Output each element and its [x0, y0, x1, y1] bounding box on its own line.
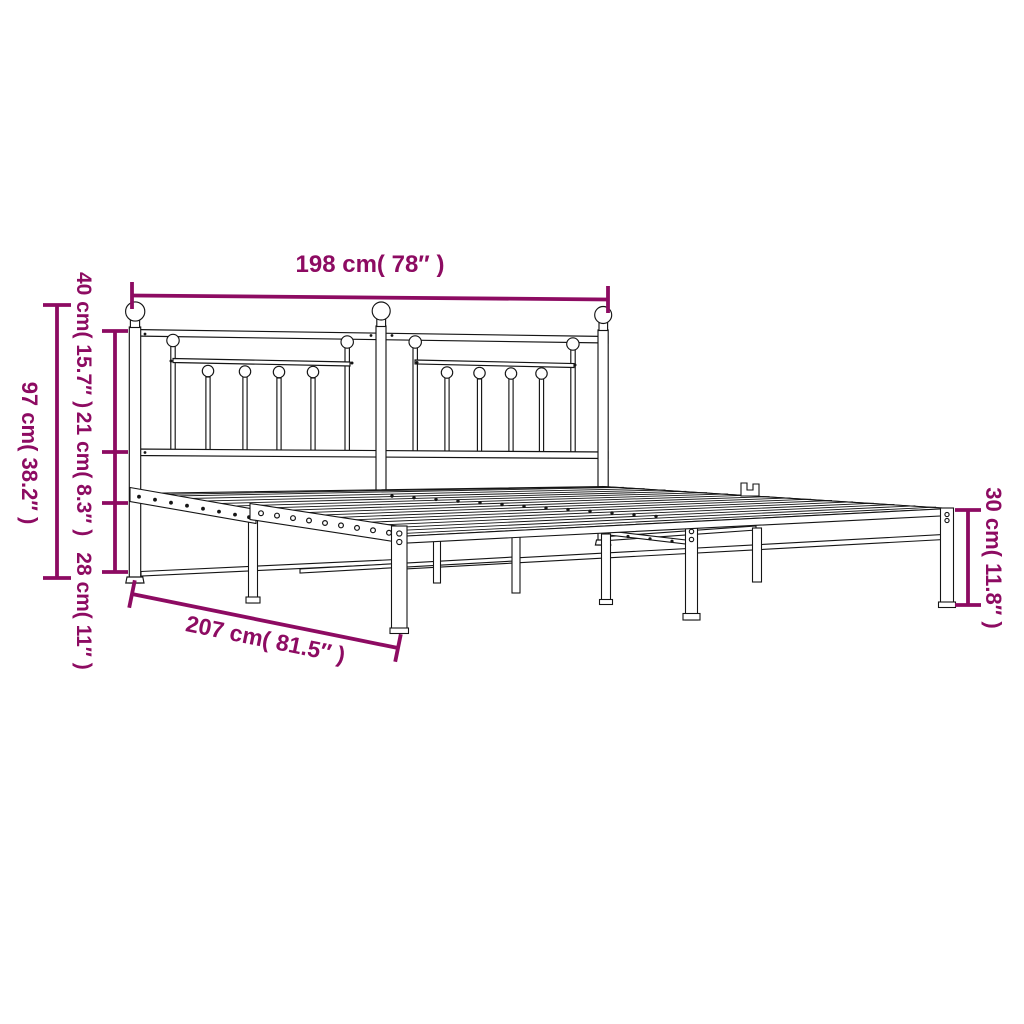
- weld-dots: [143, 332, 602, 457]
- support-leg: [751, 527, 763, 583]
- dim-length-label: 207 cm( 81.5″ ): [184, 610, 348, 668]
- baluster-ring: [340, 335, 354, 349]
- baluster-ring: [504, 367, 518, 380]
- dim-platform-height-label: 30 cm( 11.8″ ): [981, 487, 1006, 628]
- leg-foot: [598, 598, 614, 606]
- headboard-baluster: [276, 377, 282, 454]
- dim-segment-bottom-label: 28 cm( 11″ ): [72, 552, 95, 669]
- center-rail-screws: [390, 494, 658, 519]
- headboard-post-center: [375, 325, 387, 493]
- bolt: [688, 536, 695, 543]
- dim-platform-height-line: [955, 508, 981, 607]
- bolt: [944, 517, 950, 524]
- bolt: [396, 530, 403, 537]
- support-leg: [684, 520, 699, 621]
- ball-finial: [371, 301, 391, 321]
- support-leg: [600, 533, 612, 605]
- dim-width-label: 198 cm( 78″ ): [296, 251, 445, 278]
- dim-total-height-line: [43, 303, 71, 580]
- dim-total-height-label: 97 cm( 38.2″ ): [17, 382, 42, 525]
- baluster-ring: [166, 333, 180, 348]
- headboard-bottom-rail: [132, 448, 609, 460]
- side-rail-plank: [129, 486, 257, 525]
- dim-segment-top-label: 40 cm( 15.7″ ): [72, 272, 95, 408]
- dim-length-line: [127, 579, 403, 663]
- headboard-baluster: [508, 378, 514, 455]
- post-foot: [125, 576, 145, 584]
- baluster-ring: [201, 364, 215, 378]
- leg-foot: [682, 612, 701, 621]
- leg-foot: [389, 627, 410, 635]
- dim-width-line: [130, 282, 610, 313]
- headboard-baluster: [476, 378, 483, 455]
- dim-height-segments-line: [102, 329, 128, 574]
- headboard-baluster: [310, 377, 316, 454]
- support-leg: [511, 535, 521, 594]
- dim-segment-middle-label: 21 cm( 8.3″ ): [72, 412, 95, 536]
- bolt: [396, 538, 403, 546]
- headboard-baluster: [242, 376, 248, 453]
- leg-foot: [245, 596, 261, 604]
- leg-foot: [937, 601, 957, 609]
- headboard-mid-rail: [172, 357, 351, 367]
- baluster-ring: [440, 366, 454, 379]
- headboard-drawing: [125, 301, 613, 584]
- headboard-baluster: [344, 344, 350, 452]
- slats: [138, 486, 937, 535]
- bolt: [944, 511, 950, 518]
- baluster-ring: [566, 337, 580, 351]
- dimension-annotations: 198 cm( 78″ ) 40 cm( 15.7″ ) 21 cm( 8.3″…: [17, 251, 1006, 670]
- headboard-post-left: [128, 326, 142, 584]
- headboard-baluster: [444, 377, 450, 454]
- baluster-ring: [238, 365, 252, 378]
- baluster-ring: [272, 365, 286, 379]
- headboard-mid-rail: [414, 359, 575, 369]
- headboard-baluster: [205, 376, 211, 453]
- baluster-ring: [473, 366, 486, 380]
- plank-holes: [258, 510, 393, 536]
- baluster-ring: [408, 335, 422, 349]
- beam-screws: [626, 534, 674, 543]
- headboard-baluster: [538, 378, 545, 455]
- mattress-bracket: [740, 482, 760, 497]
- bed-base-drawing: [129, 482, 957, 635]
- baluster-ring: [535, 367, 548, 380]
- ball-finial: [125, 301, 146, 322]
- baluster-ring: [306, 365, 320, 379]
- front-leg: [247, 511, 259, 604]
- headboard-baluster: [570, 346, 576, 453]
- bolt: [688, 528, 695, 535]
- support-leg: [432, 538, 442, 584]
